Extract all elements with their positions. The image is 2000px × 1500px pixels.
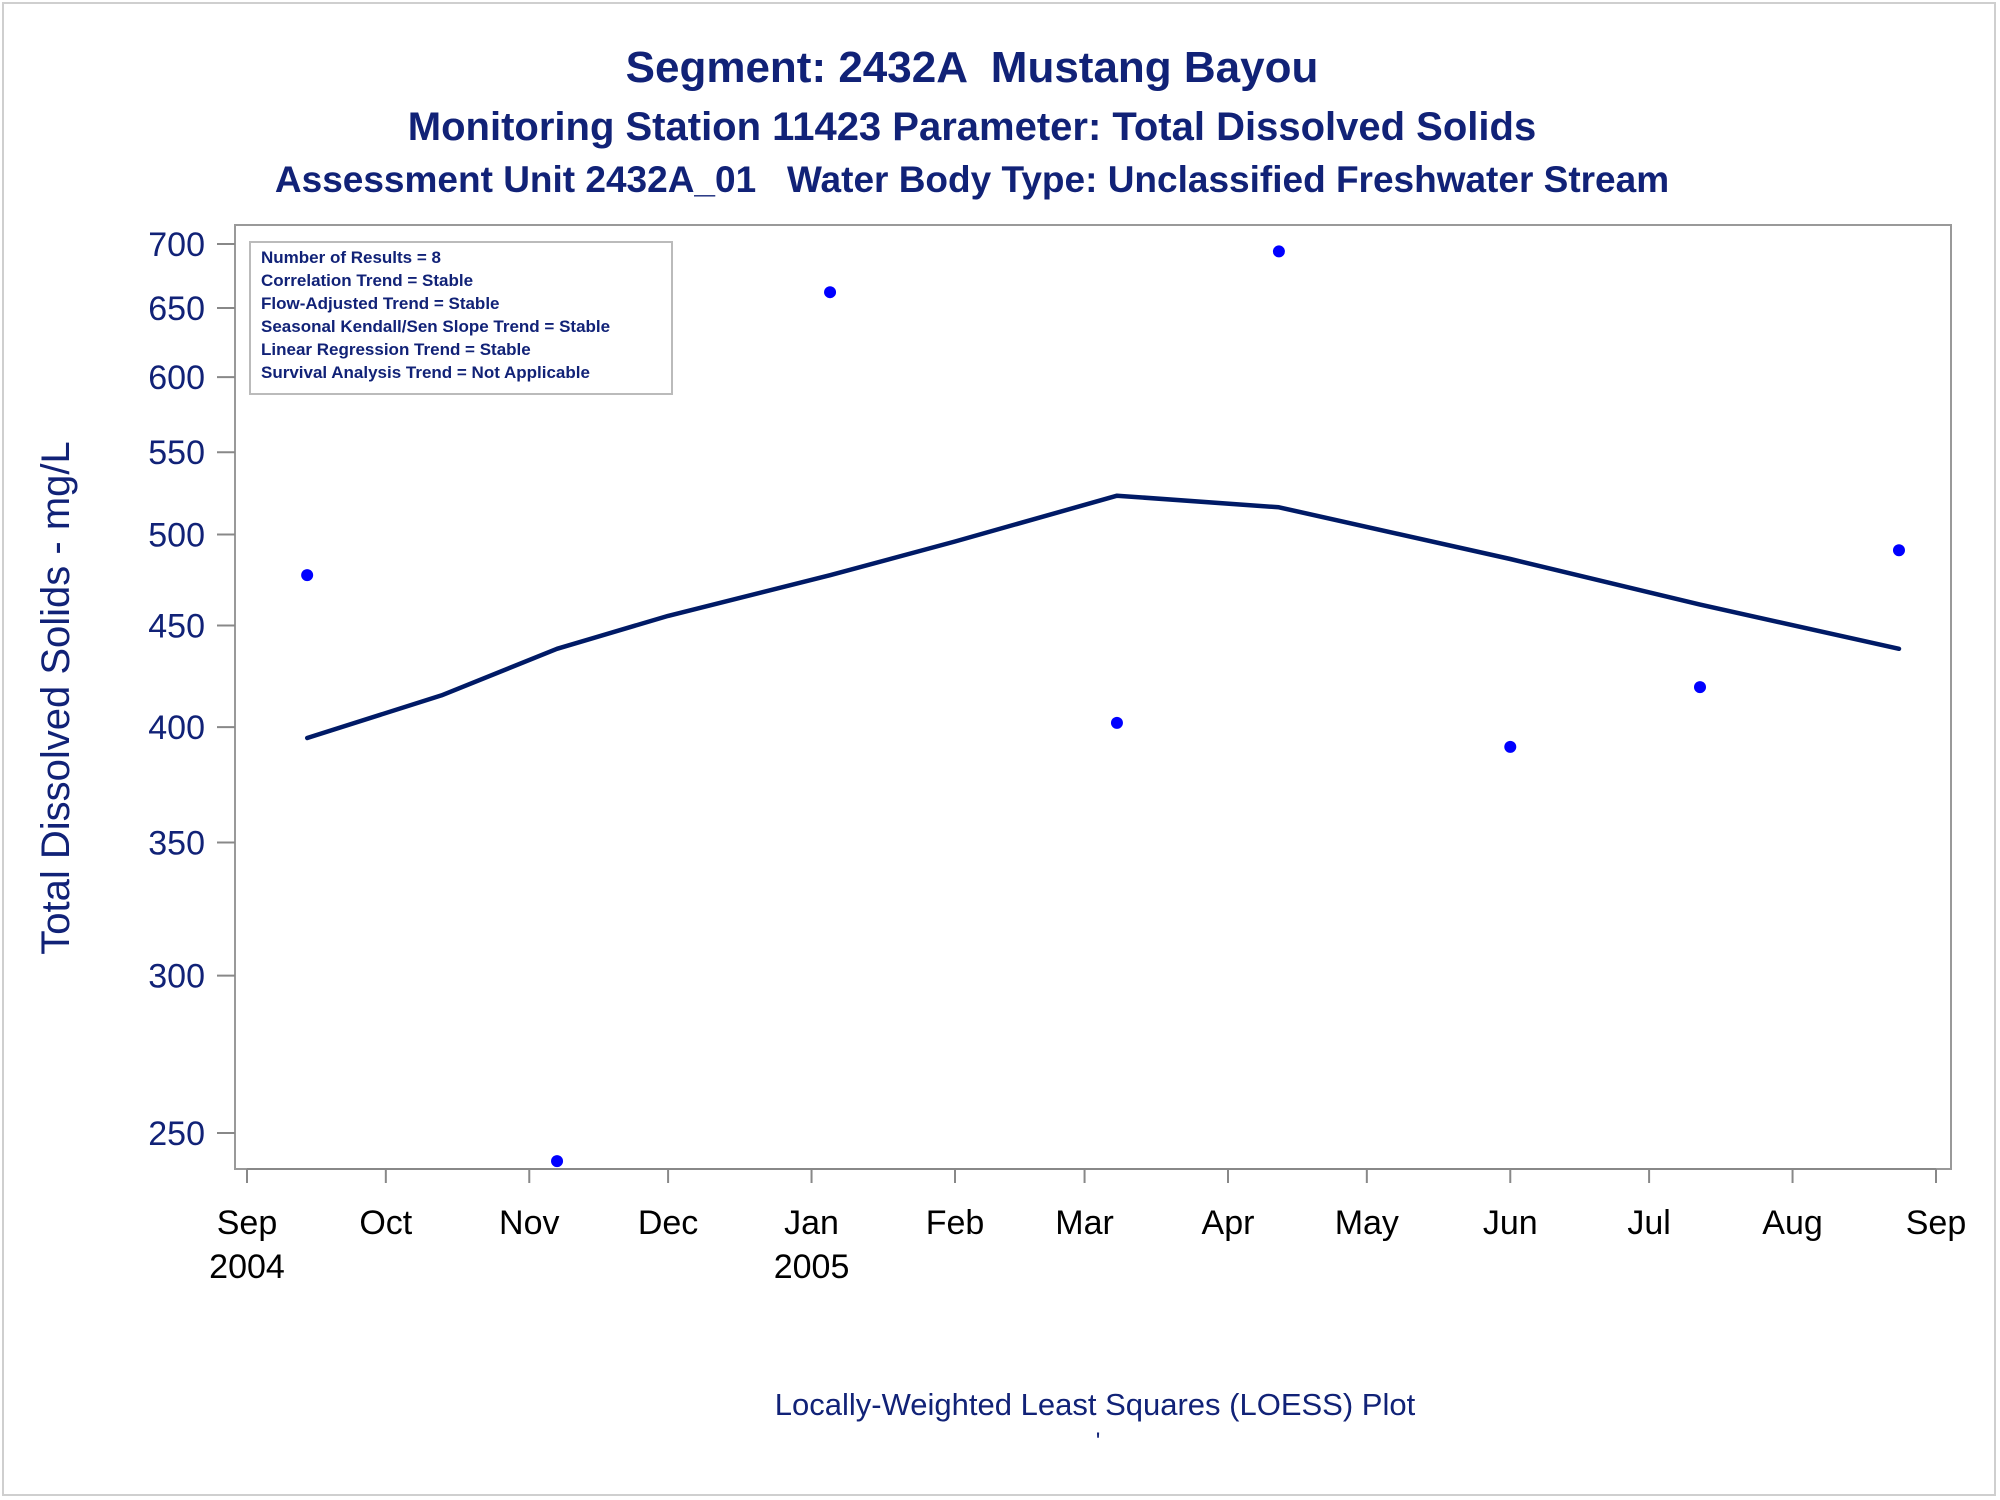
x-tick-label: Jul [1627, 1204, 1670, 1242]
info-box-line: Seasonal Kendall/Sen Slope Trend = Stabl… [261, 317, 610, 336]
data-point [1694, 681, 1707, 694]
y-axis: 250 300 350 400 450 500 550 600 650 700 [148, 226, 235, 1153]
loess-line [304, 493, 1902, 741]
x-tick-label: Nov [499, 1204, 559, 1242]
chart-subtitle-2: Assessment Unit 2432A_01 Water Body Type… [275, 159, 1669, 200]
y-tick-label: 650 [148, 290, 205, 328]
data-point [1110, 716, 1123, 729]
data-point [1272, 245, 1285, 258]
x-tick-label: Jun [1483, 1204, 1538, 1242]
x-tick-label: Mar [1055, 1204, 1114, 1242]
y-tick-label: 550 [148, 434, 205, 472]
x-tick-label: Sep [217, 1204, 278, 1242]
x-tick-year-label: 2005 [774, 1248, 850, 1286]
y-tick-label: 450 [148, 607, 205, 645]
y-tick-label: 350 [148, 824, 205, 862]
y-axis-label: Total Dissolved Solids - mg/L [34, 441, 78, 955]
y-tick-label: 250 [148, 1115, 205, 1153]
y-tick-label: 600 [148, 359, 205, 397]
chart-title: Segment: 2432A Mustang Bayou [626, 43, 1319, 92]
footnote-mark: ' [1096, 1428, 1101, 1455]
y-tick-label: 500 [148, 517, 205, 555]
info-box-line: Linear Regression Trend = Stable [261, 340, 531, 359]
data-point [1892, 544, 1905, 557]
x-tick-label: Apr [1202, 1204, 1255, 1242]
data-point [301, 569, 314, 582]
x-tick-label: Feb [926, 1204, 985, 1242]
x-tick-year-label: 2004 [209, 1248, 285, 1286]
x-tick-label: Sep [1906, 1204, 1967, 1242]
chart-footnote: Locally-Weighted Least Squares (LOESS) P… [775, 1387, 1416, 1422]
y-tick-label: 300 [148, 958, 205, 996]
info-box-border [249, 241, 673, 395]
info-box-line: Flow-Adjusted Trend = Stable [261, 294, 500, 313]
data-point [824, 286, 837, 299]
data-point [1504, 740, 1517, 753]
info-box-line: Survival Analysis Trend = Not Applicable [261, 363, 590, 382]
chart-subtitle: Monitoring Station 11423 Parameter: Tota… [408, 105, 1536, 149]
info-box-line: Correlation Trend = Stable [261, 271, 473, 290]
chart-canvas: Segment: 2432A Mustang Bayou Monitoring … [34, 43, 1967, 1455]
y-tick-label: 700 [148, 226, 205, 264]
x-tick-label: Oct [359, 1204, 412, 1242]
x-axis: Sep 2004 Oct Nov Dec Jan 2005 Feb Mar Apr May Jun Ju… [209, 1168, 1967, 1286]
data-points [301, 245, 1905, 1168]
info-box-line: Number of Results = 8 [261, 248, 441, 267]
x-tick-label: Dec [638, 1204, 698, 1242]
x-tick-label: Jan [784, 1204, 839, 1242]
trend-info-box: Number of Results = 8 Correlation Trend =… [249, 241, 673, 395]
y-tick-label: 400 [148, 709, 205, 747]
data-point [551, 1155, 564, 1168]
x-tick-label: Aug [1762, 1204, 1823, 1242]
loess-curve [304, 493, 1902, 741]
x-tick-label: May [1335, 1204, 1399, 1242]
